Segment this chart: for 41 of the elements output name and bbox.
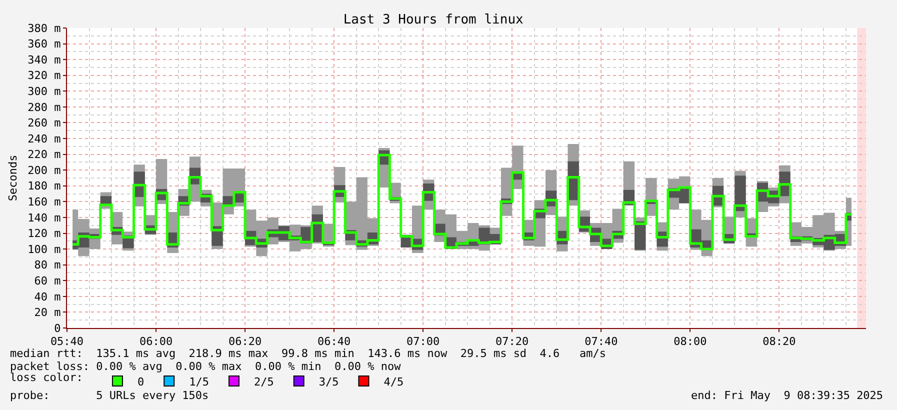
y-tick-label: 100 m — [28, 242, 62, 256]
y-tick-label: 140 m — [28, 211, 62, 224]
y-tick-label: 20 m — [34, 306, 62, 320]
text: probe: 5 URLs every 150s — [10, 389, 209, 402]
x-tick-label: 08:00 — [674, 335, 707, 348]
x-tick-label: 07:40 — [584, 335, 618, 348]
x-tick-label: 07:00 — [406, 335, 440, 348]
x-tick-label: 06:00 — [139, 335, 173, 348]
y-tick-label: 260 m — [28, 116, 62, 130]
x-tick-label: 06:20 — [228, 335, 262, 348]
y-tick-label: 200 m — [28, 164, 62, 177]
y-tick-label: 380 m — [28, 22, 62, 35]
x-tick-label: 08:20 — [762, 335, 796, 348]
y-tick-label: 60 m — [34, 274, 62, 288]
y-tick-label: 40 m — [34, 290, 62, 304]
y-tick-label: 180 m — [28, 180, 62, 193]
legend-label: 3/5 — [318, 375, 339, 388]
x-tick-label: 06:40 — [318, 335, 351, 348]
legend-label: 2/5 — [254, 375, 274, 388]
y-tick-label: 120 m — [28, 227, 62, 240]
text: end: Fri May 9 08:39:35 2025 — [691, 389, 884, 402]
x-tick-label: 07:20 — [496, 335, 529, 348]
legend-title: loss color: — [10, 370, 90, 384]
chart-title: Last 3 Hours from linux — [343, 12, 524, 28]
text: packet loss: 0.00 % avg 0.00 % max 0.00 % min 0.00 % now — [10, 360, 402, 373]
legend-label: 4/5 — [384, 375, 404, 388]
y-tick-label: 280 m — [28, 100, 62, 114]
text: median rtt: 135.1 ms avg 218.9 ms max 99.8 ms min 143.6 ms now 29.5 ms sd 4.6 am/s — [10, 347, 606, 360]
y-axis-title: Seconds — [6, 154, 20, 202]
y-tick-label: 80 m — [34, 258, 62, 272]
y-tick-label: 0 — [54, 322, 61, 335]
y-tick-label: 360 m — [28, 38, 62, 51]
legend-label: 0 — [137, 375, 144, 388]
y-tick-label: 240 m — [28, 132, 62, 146]
legend-label: 1/5 — [189, 375, 209, 388]
y-tick-label: 220 m — [28, 148, 62, 162]
y-tick-label: 160 m — [28, 196, 62, 209]
y-tick-label: 340 m — [28, 53, 62, 66]
y-tick-label: 320 m — [28, 69, 62, 82]
y-tick-label: 300 m — [28, 85, 62, 98]
x-tick-label: 05:40 — [50, 335, 84, 348]
